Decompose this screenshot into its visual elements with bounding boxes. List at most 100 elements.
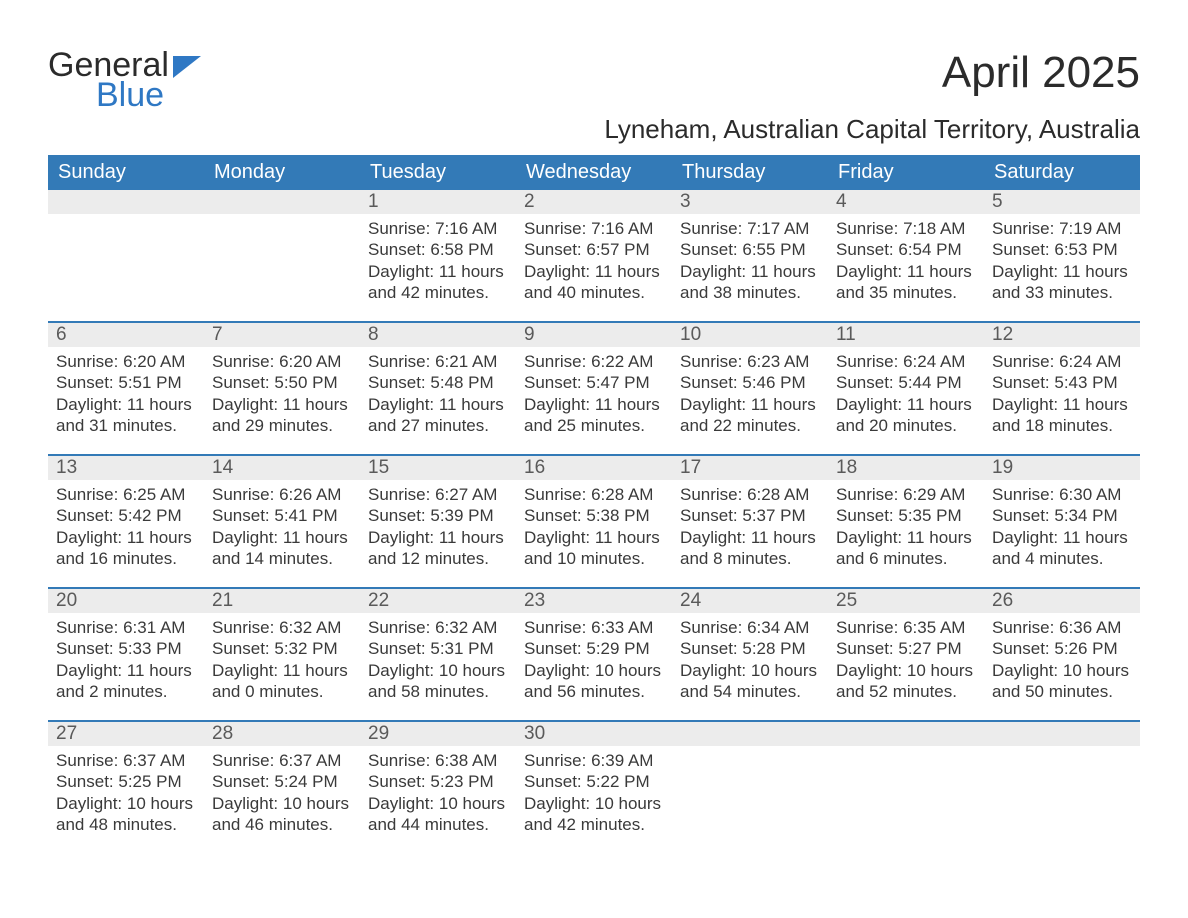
day-number: 13 — [48, 456, 204, 480]
day-body: Sunrise: 6:34 AMSunset: 5:28 PMDaylight:… — [672, 613, 828, 720]
sunrise-line: Sunrise: 7:16 AM — [368, 218, 508, 239]
sunset-line: Sunset: 5:22 PM — [524, 771, 664, 792]
sunrise-line: Sunrise: 6:22 AM — [524, 351, 664, 372]
daylight-line: Daylight: 10 hours and 52 minutes. — [836, 660, 976, 703]
day-body: Sunrise: 6:24 AMSunset: 5:44 PMDaylight:… — [828, 347, 984, 454]
calendar-week: 1Sunrise: 7:16 AMSunset: 6:58 PMDaylight… — [48, 190, 1140, 321]
calendar-day — [672, 722, 828, 853]
day-body: Sunrise: 6:20 AMSunset: 5:51 PMDaylight:… — [48, 347, 204, 454]
daylight-line: Daylight: 11 hours and 35 minutes. — [836, 261, 976, 304]
daylight-line: Daylight: 11 hours and 4 minutes. — [992, 527, 1132, 570]
sunrise-line: Sunrise: 6:24 AM — [992, 351, 1132, 372]
daylight-line: Daylight: 10 hours and 44 minutes. — [368, 793, 508, 836]
sunset-line: Sunset: 5:28 PM — [680, 638, 820, 659]
daylight-line: Daylight: 11 hours and 16 minutes. — [56, 527, 196, 570]
sunrise-line: Sunrise: 6:33 AM — [524, 617, 664, 638]
sunrise-line: Sunrise: 6:20 AM — [56, 351, 196, 372]
day-body: Sunrise: 7:19 AMSunset: 6:53 PMDaylight:… — [984, 214, 1140, 321]
daylight-line: Daylight: 11 hours and 33 minutes. — [992, 261, 1132, 304]
sunset-line: Sunset: 5:31 PM — [368, 638, 508, 659]
calendar-week: 27Sunrise: 6:37 AMSunset: 5:25 PMDayligh… — [48, 720, 1140, 853]
sunset-line: Sunset: 5:51 PM — [56, 372, 196, 393]
sunrise-line: Sunrise: 6:28 AM — [680, 484, 820, 505]
daylight-line: Daylight: 11 hours and 18 minutes. — [992, 394, 1132, 437]
sunrise-line: Sunrise: 7:16 AM — [524, 218, 664, 239]
sunset-line: Sunset: 5:46 PM — [680, 372, 820, 393]
day-body: Sunrise: 6:39 AMSunset: 5:22 PMDaylight:… — [516, 746, 672, 853]
sunset-line: Sunset: 5:26 PM — [992, 638, 1132, 659]
day-number — [48, 190, 204, 214]
day-number: 14 — [204, 456, 360, 480]
sunrise-line: Sunrise: 6:39 AM — [524, 750, 664, 771]
daylight-line: Daylight: 11 hours and 40 minutes. — [524, 261, 664, 304]
sunset-line: Sunset: 5:44 PM — [836, 372, 976, 393]
sunset-line: Sunset: 5:50 PM — [212, 372, 352, 393]
day-body: Sunrise: 6:32 AMSunset: 5:31 PMDaylight:… — [360, 613, 516, 720]
day-body: Sunrise: 6:20 AMSunset: 5:50 PMDaylight:… — [204, 347, 360, 454]
daylight-line: Daylight: 11 hours and 10 minutes. — [524, 527, 664, 570]
sunrise-line: Sunrise: 6:29 AM — [836, 484, 976, 505]
weekday-header: Wednesday — [516, 155, 672, 190]
daylight-line: Daylight: 10 hours and 58 minutes. — [368, 660, 508, 703]
daylight-line: Daylight: 11 hours and 25 minutes. — [524, 394, 664, 437]
sunrise-line: Sunrise: 7:17 AM — [680, 218, 820, 239]
daylight-line: Daylight: 10 hours and 56 minutes. — [524, 660, 664, 703]
daylight-line: Daylight: 11 hours and 31 minutes. — [56, 394, 196, 437]
calendar-day: 9 Sunrise: 6:22 AMSunset: 5:47 PMDaylight… — [516, 323, 672, 454]
calendar-day: 24Sunrise: 6:34 AMSunset: 5:28 PMDayligh… — [672, 589, 828, 720]
calendar-day — [204, 190, 360, 321]
day-number: 22 — [360, 589, 516, 613]
day-number: 19 — [984, 456, 1140, 480]
sunset-line: Sunset: 6:53 PM — [992, 239, 1132, 260]
day-number: 10 — [672, 323, 828, 347]
calendar-day — [48, 190, 204, 321]
sunrise-line: Sunrise: 6:28 AM — [524, 484, 664, 505]
sunset-line: Sunset: 5:24 PM — [212, 771, 352, 792]
day-number: 7 — [204, 323, 360, 347]
sunset-line: Sunset: 5:38 PM — [524, 505, 664, 526]
calendar-day: 17Sunrise: 6:28 AMSunset: 5:37 PMDayligh… — [672, 456, 828, 587]
calendar-day: 25Sunrise: 6:35 AMSunset: 5:27 PMDayligh… — [828, 589, 984, 720]
day-number: 17 — [672, 456, 828, 480]
daylight-line: Daylight: 10 hours and 42 minutes. — [524, 793, 664, 836]
weekday-header: Monday — [204, 155, 360, 190]
day-number: 26 — [984, 589, 1140, 613]
sunset-line: Sunset: 5:41 PM — [212, 505, 352, 526]
sunrise-line: Sunrise: 6:36 AM — [992, 617, 1132, 638]
daylight-line: Daylight: 11 hours and 2 minutes. — [56, 660, 196, 703]
calendar-week: 13Sunrise: 6:25 AMSunset: 5:42 PMDayligh… — [48, 454, 1140, 587]
sunset-line: Sunset: 5:29 PM — [524, 638, 664, 659]
calendar-day: 7Sunrise: 6:20 AMSunset: 5:50 PMDaylight… — [204, 323, 360, 454]
sunset-line: Sunset: 5:47 PM — [524, 372, 664, 393]
day-body: Sunrise: 6:37 AMSunset: 5:24 PMDaylight:… — [204, 746, 360, 853]
sunset-line: Sunset: 5:39 PM — [368, 505, 508, 526]
calendar-day: 6Sunrise: 6:20 AMSunset: 5:51 PMDaylight… — [48, 323, 204, 454]
sunrise-line: Sunrise: 6:30 AM — [992, 484, 1132, 505]
sunset-line: Sunset: 6:58 PM — [368, 239, 508, 260]
daylight-line: Daylight: 11 hours and 42 minutes. — [368, 261, 508, 304]
weekday-header: Thursday — [672, 155, 828, 190]
calendar-day: 4Sunrise: 7:18 AMSunset: 6:54 PMDaylight… — [828, 190, 984, 321]
sunrise-line: Sunrise: 6:26 AM — [212, 484, 352, 505]
sunrise-line: Sunrise: 6:24 AM — [836, 351, 976, 372]
calendar-day: 21Sunrise: 6:32 AMSunset: 5:32 PMDayligh… — [204, 589, 360, 720]
day-body: Sunrise: 7:18 AMSunset: 6:54 PMDaylight:… — [828, 214, 984, 321]
day-body: Sunrise: 7:16 AMSunset: 6:58 PMDaylight:… — [360, 214, 516, 321]
calendar-day — [984, 722, 1140, 853]
day-number: 12 — [984, 323, 1140, 347]
calendar-day: 23Sunrise: 6:33 AMSunset: 5:29 PMDayligh… — [516, 589, 672, 720]
day-number: 9 — [516, 323, 672, 347]
day-body: Sunrise: 6:27 AMSunset: 5:39 PMDaylight:… — [360, 480, 516, 587]
daylight-line: Daylight: 11 hours and 29 minutes. — [212, 394, 352, 437]
day-number: 15 — [360, 456, 516, 480]
daylight-line: Daylight: 11 hours and 20 minutes. — [836, 394, 976, 437]
sunset-line: Sunset: 5:23 PM — [368, 771, 508, 792]
day-body: Sunrise: 6:30 AMSunset: 5:34 PMDaylight:… — [984, 480, 1140, 587]
day-body: Sunrise: 6:23 AMSunset: 5:46 PMDaylight:… — [672, 347, 828, 454]
calendar-day: 19Sunrise: 6:30 AMSunset: 5:34 PMDayligh… — [984, 456, 1140, 587]
daylight-line: Daylight: 10 hours and 48 minutes. — [56, 793, 196, 836]
calendar-day: 16Sunrise: 6:28 AMSunset: 5:38 PMDayligh… — [516, 456, 672, 587]
day-number — [828, 722, 984, 746]
daylight-line: Daylight: 10 hours and 46 minutes. — [212, 793, 352, 836]
location-subtitle: Lyneham, Australian Capital Territory, A… — [604, 114, 1140, 145]
